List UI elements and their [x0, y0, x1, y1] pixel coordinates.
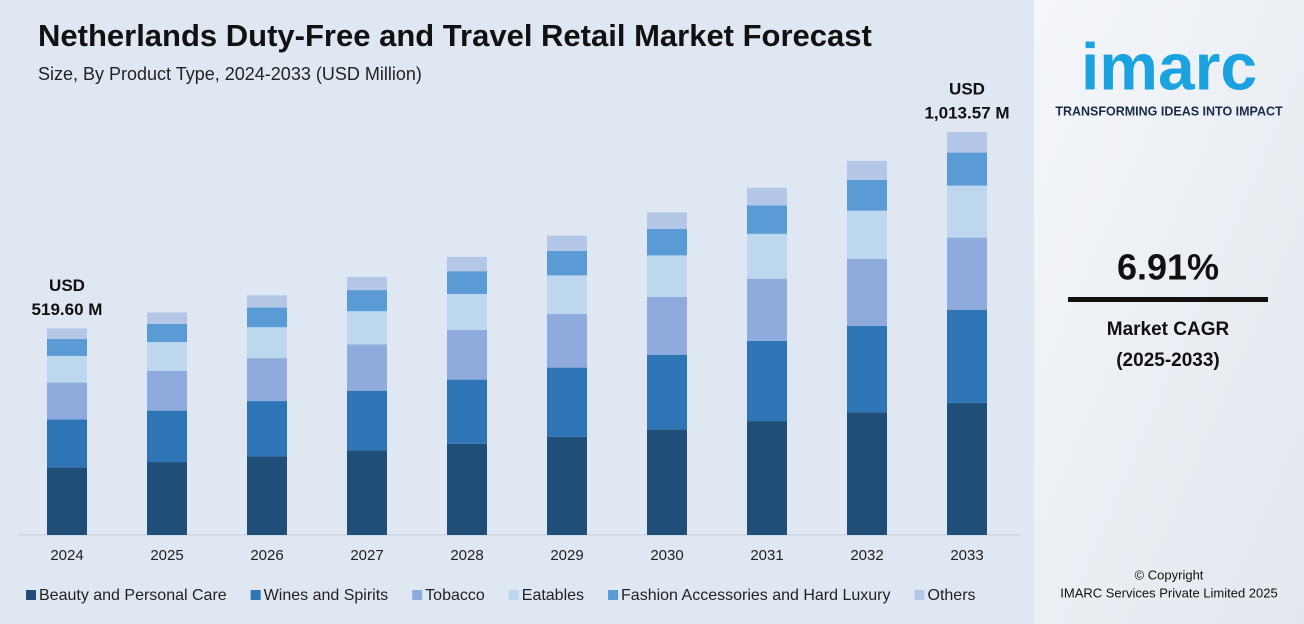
bar-segment	[147, 323, 187, 343]
x-tick-label: 2031	[750, 547, 783, 564]
bar-segment	[447, 443, 487, 535]
bar-segment	[847, 412, 887, 535]
bar-segment	[547, 235, 587, 251]
bar-segment	[247, 456, 287, 535]
bar-segment	[247, 358, 287, 402]
bar-segment	[847, 325, 887, 413]
bar-segment	[647, 255, 687, 297]
bar-segment	[347, 344, 387, 391]
bar-segment	[447, 293, 487, 330]
copyright: © Copyright	[1135, 567, 1204, 582]
bar-segment	[747, 187, 787, 206]
bar-segment	[647, 212, 687, 229]
cagr-label: Market CAGR	[1107, 319, 1230, 340]
total-label: USD	[949, 79, 985, 98]
company: IMARC Services Private Limited 2025	[1060, 585, 1277, 600]
x-tick-label: 2025	[150, 547, 183, 564]
bar-segment	[847, 160, 887, 180]
bar-segment	[147, 370, 187, 411]
x-tick-label: 2027	[350, 547, 383, 564]
bar-segment	[247, 327, 287, 359]
bar-segment	[847, 179, 887, 211]
x-tick-label: 2024	[50, 547, 83, 564]
legend-label: Tobacco	[425, 587, 485, 604]
bar-segment	[247, 307, 287, 328]
total-label: 1,013.57 M	[924, 103, 1009, 122]
bar-segment	[347, 311, 387, 345]
cagr-period: (2025-2033)	[1116, 350, 1220, 371]
chart-title: Netherlands Duty-Free and Travel Retail …	[38, 18, 872, 53]
x-tick-label: 2033	[950, 547, 983, 564]
bar-segment	[947, 237, 987, 310]
bar-segment	[447, 271, 487, 294]
bar-segment	[147, 342, 187, 371]
bar-segment	[147, 462, 187, 535]
bar-segment	[847, 258, 887, 326]
bar-segment	[47, 328, 87, 339]
bar-segment	[347, 290, 387, 312]
cagr-rule	[1068, 297, 1268, 302]
bar-segment	[547, 250, 587, 276]
x-tick-label: 2028	[450, 547, 483, 564]
bar-segment	[447, 379, 487, 444]
legend-swatch	[608, 590, 619, 600]
cagr-value: 6.91%	[1117, 247, 1219, 288]
tagline: TRANSFORMING IDEAS INTO IMPACT	[1055, 104, 1283, 118]
bar-segment	[347, 390, 387, 451]
bar-segment	[947, 152, 987, 186]
bar-segment	[747, 205, 787, 234]
bar-segment	[247, 401, 287, 457]
bar-segment	[547, 314, 587, 368]
legend-swatch	[26, 590, 36, 600]
bar-segment	[947, 309, 987, 403]
legend-label: Eatables	[522, 587, 584, 604]
legend-label: Wines and Spirits	[264, 587, 389, 604]
bar-segment	[47, 338, 87, 356]
bar-segment	[347, 450, 387, 535]
bar-segment	[47, 382, 87, 420]
bar-segment	[47, 419, 87, 468]
bar-segment	[747, 233, 787, 279]
bar-segment	[547, 275, 587, 315]
bar-segment	[647, 296, 687, 355]
bar-segment	[947, 132, 987, 153]
bar-segment	[747, 340, 787, 422]
logo: imarc	[1081, 29, 1257, 103]
legend-swatch	[412, 590, 423, 600]
bar-segment	[447, 329, 487, 380]
bar-segment	[47, 355, 87, 383]
bar-segment	[147, 410, 187, 463]
side-panel	[1034, 0, 1304, 624]
legend-label: Beauty and Personal Care	[39, 587, 227, 604]
bar-segment	[347, 276, 387, 291]
chart-subtitle: Size, By Product Type, 2024-2033 (USD Mi…	[38, 64, 422, 84]
legend-label: Fashion Accessories and Hard Luxury	[621, 587, 890, 604]
bar-segment	[647, 228, 687, 256]
total-label: 519.60 M	[32, 300, 103, 319]
bar-segment	[147, 312, 187, 324]
legend-swatch	[250, 590, 261, 600]
bar-segment	[647, 429, 687, 535]
total-label: USD	[49, 276, 85, 295]
legend-swatch	[508, 590, 519, 600]
bar-segment	[847, 210, 887, 259]
bar-segment	[647, 354, 687, 430]
bar-segment	[447, 256, 487, 272]
x-tick-label: 2032	[850, 547, 883, 564]
bar-segment	[947, 185, 987, 238]
x-tick-label: 2030	[650, 547, 683, 564]
legend-label: Others	[928, 587, 976, 604]
x-tick-label: 2026	[250, 547, 283, 564]
bar-segment	[47, 467, 87, 535]
bar-segment	[547, 436, 587, 535]
bar-segment	[747, 421, 787, 535]
bar-segment	[747, 278, 787, 341]
bar-segment	[947, 402, 987, 535]
x-tick-label: 2029	[550, 547, 583, 564]
bar-segment	[247, 295, 287, 308]
legend-swatch	[914, 590, 925, 600]
bar-segment	[547, 367, 587, 437]
